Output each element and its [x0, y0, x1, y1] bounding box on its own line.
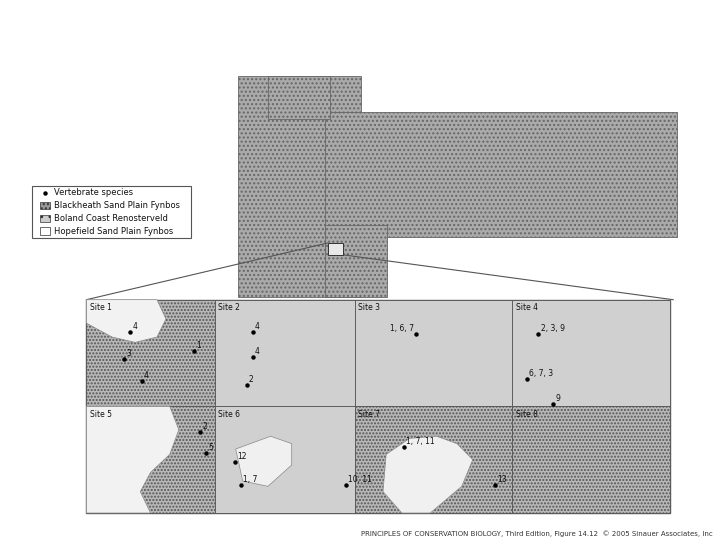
Text: 2: 2: [249, 375, 253, 384]
Text: Site 4: Site 4: [516, 303, 538, 312]
Bar: [215, 406, 355, 513]
Text: 2, 3, 9: 2, 3, 9: [541, 324, 564, 333]
Text: 6, 7, 3: 6, 7, 3: [529, 368, 553, 377]
Text: Site 3: Site 3: [359, 303, 380, 312]
Text: 1, 7, 11: 1, 7, 11: [406, 437, 435, 446]
Text: Site 6: Site 6: [218, 409, 240, 418]
Bar: [86, 300, 670, 513]
Polygon shape: [86, 406, 179, 513]
Polygon shape: [383, 436, 473, 513]
Bar: [325, 112, 677, 237]
Bar: [215, 300, 355, 406]
Text: 5: 5: [208, 443, 213, 452]
Bar: [40, 202, 50, 210]
Bar: [86, 300, 215, 406]
Bar: [32, 186, 191, 238]
Text: Blackheath Sand Plain Fynbos: Blackheath Sand Plain Fynbos: [54, 201, 180, 210]
Bar: [328, 243, 343, 255]
Text: Site 7: Site 7: [359, 409, 380, 418]
Bar: [0, 76, 238, 540]
Text: Boland Coast Renosterveld: Boland Coast Renosterveld: [54, 214, 168, 223]
Bar: [325, 225, 387, 296]
Text: 4: 4: [144, 370, 149, 380]
Text: 9: 9: [555, 394, 560, 403]
Bar: [355, 300, 512, 406]
Bar: [86, 406, 215, 513]
Text: And here’s the distribution of the vertebrate species
across 3 types of fynbos:: And here’s the distribution of the verte…: [7, 3, 636, 54]
Bar: [238, 76, 361, 296]
Text: 2: 2: [202, 422, 207, 431]
Text: 3: 3: [127, 349, 131, 359]
Text: 10, 11: 10, 11: [348, 475, 372, 484]
Text: Site 5: Site 5: [90, 409, 112, 418]
Text: Site 1: Site 1: [90, 303, 112, 312]
Text: 4: 4: [255, 347, 260, 356]
Bar: [40, 227, 50, 235]
Text: PRINCIPLES OF CONSERVATION BIOLOGY, Third Edition, Figure 14.12  © 2005 Sinauer : PRINCIPLES OF CONSERVATION BIOLOGY, Thir…: [361, 531, 713, 537]
Bar: [355, 406, 512, 513]
Polygon shape: [235, 436, 292, 487]
Text: Site 2: Site 2: [218, 303, 240, 312]
Bar: [269, 76, 330, 119]
Text: 13: 13: [497, 475, 506, 484]
Text: 4: 4: [132, 322, 138, 330]
Polygon shape: [86, 300, 166, 342]
Bar: [512, 300, 670, 406]
Text: Site 8: Site 8: [516, 409, 538, 418]
Text: 4: 4: [255, 322, 260, 330]
Text: 12: 12: [238, 452, 247, 461]
Bar: [0, 0, 720, 76]
Text: Hopefield Sand Plain Fynbos: Hopefield Sand Plain Fynbos: [54, 227, 174, 235]
Text: Vertebrate species: Vertebrate species: [54, 188, 133, 197]
Text: 1, 7: 1, 7: [243, 475, 258, 484]
Bar: [512, 406, 670, 513]
Bar: [40, 214, 50, 222]
Text: 1: 1: [197, 341, 201, 350]
Text: 1, 6, 7: 1, 6, 7: [390, 324, 414, 333]
